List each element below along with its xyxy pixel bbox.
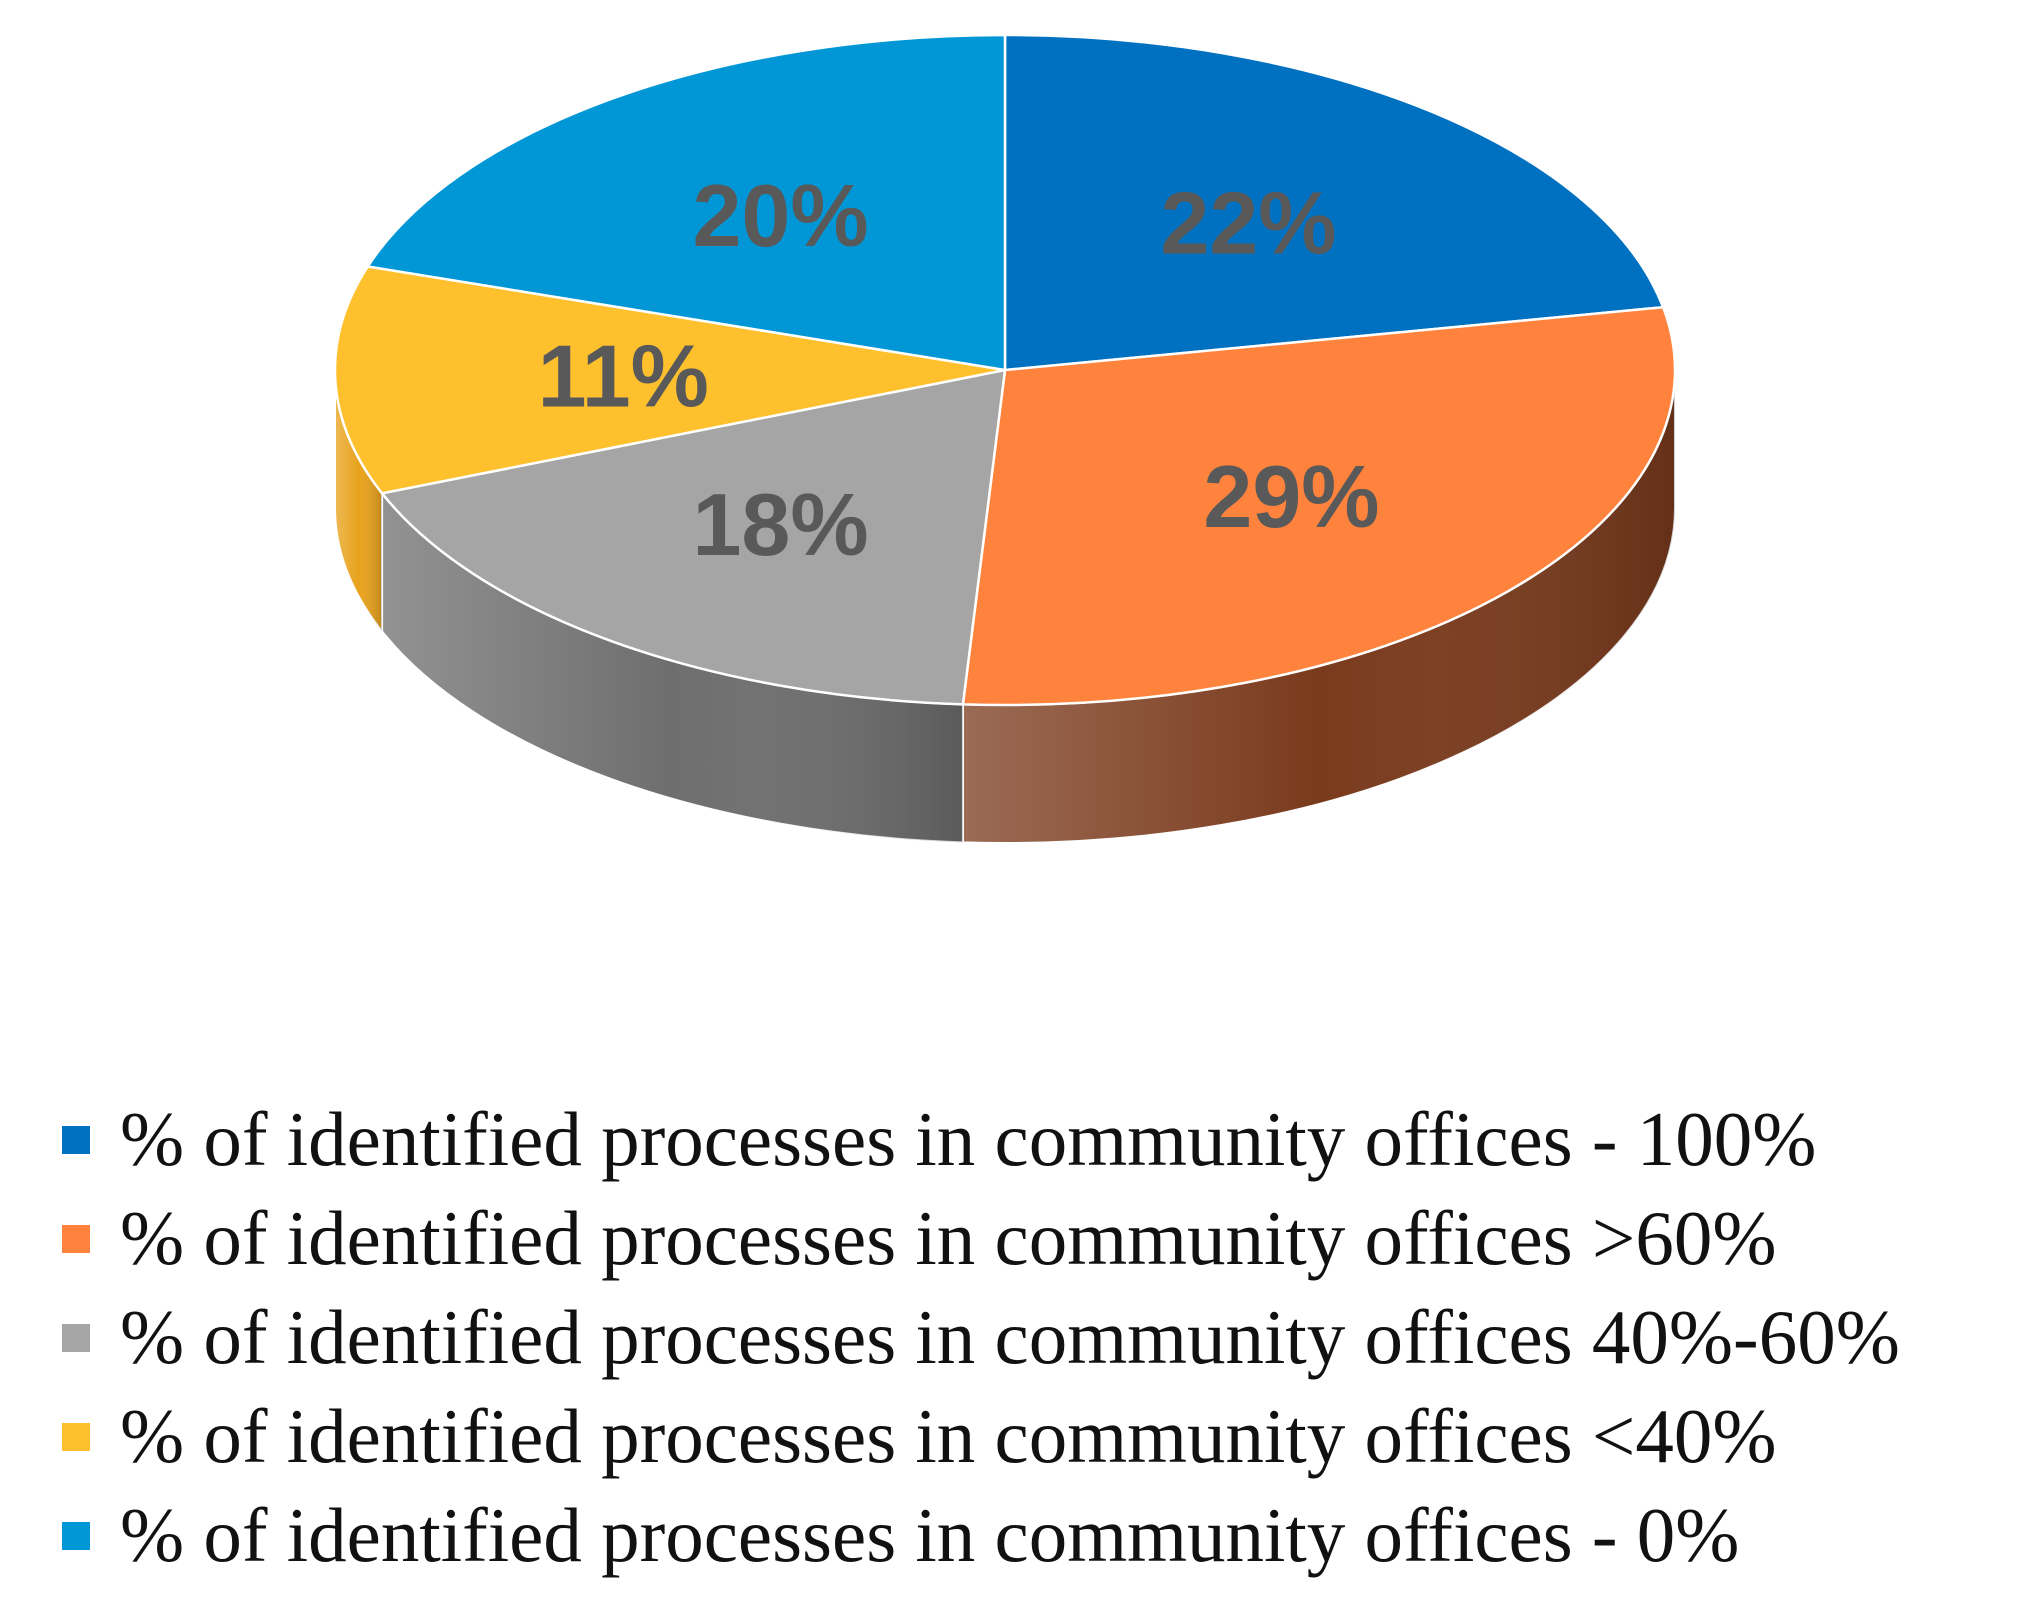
pie-tops <box>333 33 1677 707</box>
data-label-22pct: 22% <box>1160 173 1336 272</box>
legend-item: % of identified processes in community o… <box>62 1486 1900 1585</box>
data-label-20pct: 20% <box>692 166 868 265</box>
pie-labels: 22% 29% 18% 11% 20% <box>538 166 1380 574</box>
pie-slice-pct-of-identified-processes-in-community-offices-40pct-60pct <box>380 368 1007 706</box>
pie-slice-pct-of-identified-processes-in-community-offices-60pct <box>961 305 1677 707</box>
legend-item: % of identified processes in community o… <box>62 1387 1900 1486</box>
legend-label: % of identified processes in community o… <box>120 1195 1777 1281</box>
pie-side-shade <box>962 370 1675 843</box>
legend-item: % of identified processes in community o… <box>62 1288 1900 1387</box>
pie-chart: 22% 29% 18% 11% 20% <box>333 33 1677 844</box>
legend-item: % of identified processes in community o… <box>62 1189 1900 1288</box>
legend: % of identified processes in community o… <box>62 1090 1900 1585</box>
pie-slice-pct-of-identified-processes-in-community-offices-100pct <box>1003 33 1665 372</box>
pie-slice-pct-of-identified-processes-in-community-offices-40pct <box>333 265 1007 495</box>
legend-swatch <box>62 1125 90 1154</box>
legend-swatch <box>62 1422 90 1451</box>
legend-swatch <box>62 1323 90 1352</box>
data-label-18pct: 18% <box>692 475 868 574</box>
legend-label: % of identified processes in community o… <box>120 1393 1777 1479</box>
pie-slice-pct-of-identified-processes-in-community-offices-0pct <box>366 33 1007 372</box>
legend-label: % of identified processes in community o… <box>120 1096 1817 1182</box>
data-label-11pct: 11% <box>538 326 709 425</box>
legend-item: % of identified processes in community o… <box>62 1090 1900 1189</box>
pie-side-shade <box>382 493 963 843</box>
legend-label: % of identified processes in community o… <box>120 1492 1740 1578</box>
data-label-29pct: 29% <box>1203 447 1379 546</box>
legend-swatch <box>62 1521 90 1550</box>
legend-label: % of identified processes in community o… <box>120 1294 1900 1380</box>
legend-swatch <box>62 1224 90 1253</box>
